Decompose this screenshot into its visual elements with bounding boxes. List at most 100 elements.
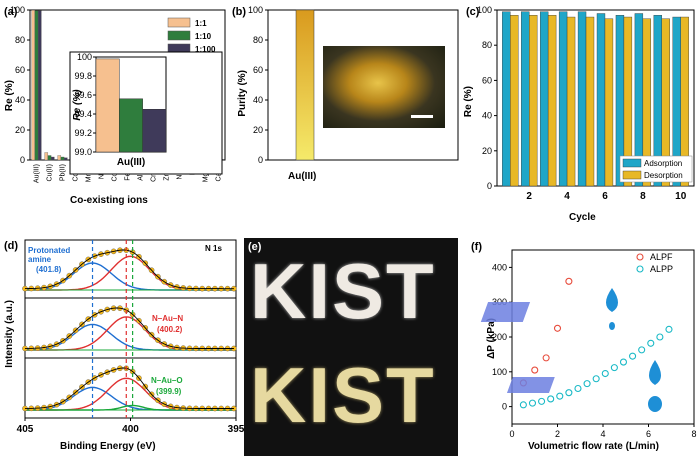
alpf-drop-small-icon [609,322,615,330]
panel-a-legend-label: 1:1 [195,19,207,28]
panel-c-ytick-label: 0 [487,181,492,191]
panel-b-ytick-label: 0 [258,155,263,165]
panel-d-xlabel: Binding Energy (eV) [60,441,156,452]
alpf-mesh-illustration [480,302,531,322]
panel-c-bar-desorption [661,18,670,187]
panel-a-xlabel: Co-existing ions [70,195,148,206]
panel-c-xtick-label: 10 [675,191,687,202]
panel-c-bar-desorption [680,16,689,187]
panel-c-legend-swatch [622,158,642,168]
panel-c-xtick-label: 6 [602,191,608,202]
panel-f-point-alpp [665,325,673,333]
panel-b-ytick-label: 40 [253,95,263,105]
panel-b-ytick-label: 60 [253,65,263,75]
panel-f-point-alpp [556,392,564,400]
gold-photo [323,46,445,128]
panel-e-label: (e) [248,241,262,253]
annotation-n-au-o: N–Au–O [151,376,183,385]
panel-f-point-alpp [610,364,618,372]
panel-b-bar [295,9,315,161]
annotation-n-au-n: N–Au–N [152,314,184,323]
alpp-mesh-illustration [506,377,555,393]
panel-f-label: (f) [471,241,482,253]
panel-a-ytick-label: 80 [15,35,25,45]
panel-a-label: (a) [4,6,18,18]
panel-c-bar-desorption [510,15,519,187]
panel-c-ytick-label: 80 [482,40,492,50]
panel-f-frame [511,249,695,425]
panel-c-bar-desorption [529,15,538,187]
inset-ytick-label: 100 [77,52,92,62]
panel-f-point-alpp [619,358,628,366]
panel-a-legend-swatch [167,17,191,28]
panel-c-bar-desorption [642,18,652,187]
alpf-drop-icon [606,288,618,312]
panel-c-frame [496,9,695,187]
panel-d-envelope-curve [25,249,234,290]
panel-b-ytick-label: 80 [253,35,263,45]
inset-xlabel: Au(III) [117,157,145,168]
inset-ytick-label: 99.4 [74,109,92,119]
panel-a-bar [37,10,42,161]
panel-a-xtick-label: Pb(II) [59,164,66,181]
panel-c-bar-desorption [566,16,576,187]
panel-f-ytick-label: 0 [502,402,507,412]
panel-d-envelope-curve [25,367,234,409]
panel-f-point-alpp [528,399,537,407]
panel-f-xlabel: Volumetric flow rate (L/min) [528,441,659,452]
panel-a-ytick-label: 20 [15,125,25,135]
panel-c-label: (c) [466,6,480,18]
panel-c-xtick-label: 8 [640,191,646,202]
panel-b-ytick-label: 20 [253,125,263,135]
panel-d-envelope-curve [25,307,234,349]
panel-c-ytick-label: 60 [482,75,492,85]
kist-photo: KIST KIST [244,238,458,456]
panel-f-point-alpp [601,369,609,378]
panel-f-xtick-label: 6 [646,429,651,439]
panel-f-point-alpf [542,354,550,362]
panel-f-xtick-label: 8 [691,429,696,439]
panel-c-ytick-label: 20 [482,146,492,156]
panel-b-frame [267,9,459,161]
panel-f-ytick-label: 100 [492,367,507,377]
panel-a-legend-label: 1:100 [195,45,216,54]
panel-f-xtick-label: 2 [555,429,560,439]
panel-f-point-alpf [531,366,539,374]
panel-c-bar-desorption [585,16,595,187]
inset-ytick-label: 99.0 [74,147,92,157]
panel-c-legend-label: Adsorption [644,159,682,168]
panel-d-xtick-label: 405 [17,424,34,435]
annotation-protonated-amine: Protonated amine [28,246,71,264]
panel-b-label: (b) [232,6,247,18]
panel-d-tag: N 1s [205,244,222,253]
panel-a-legend-swatch [167,30,191,41]
panel-c-ytick-label: 40 [482,111,492,121]
panel-c-ytick-label: 100 [477,5,492,15]
panel-c-bar-desorption [623,16,633,187]
annotation-n-au-o-value: (399.9) [156,387,182,396]
panel-f-point-alpp [583,380,591,388]
panel-f-point-alpp [656,333,664,341]
panel-f-point-alpp [538,397,546,405]
panel-f-ytick-label: 200 [492,332,507,342]
panel-c-legend-swatch [622,170,642,180]
inset-bar [142,109,167,153]
panel-f-point-alpp [565,389,573,397]
panel-f-point-alpp [592,375,600,383]
panel-d-xtick-label: 395 [228,424,245,435]
kist-word-top: KIST [250,247,436,335]
panel-f-point-alpp [647,339,655,347]
annotation-n-au-n-value: (400.2) [157,325,183,334]
panel-a-xtick-label: Cu(II) [46,164,53,182]
panel-f-point-alpp [547,395,555,403]
panel-a-ytick-label: 0 [20,155,25,165]
panel-f-point-alpf [565,277,573,285]
panel-f-point-alpf [553,324,562,332]
panel-c-xtick-label: 4 [564,191,570,202]
panel-a-bar [63,157,68,161]
inset-ytick-label: 99.2 [74,128,92,138]
panel-f-point-alpp [638,346,646,354]
panel-c-xtick-label: 2 [526,191,532,202]
